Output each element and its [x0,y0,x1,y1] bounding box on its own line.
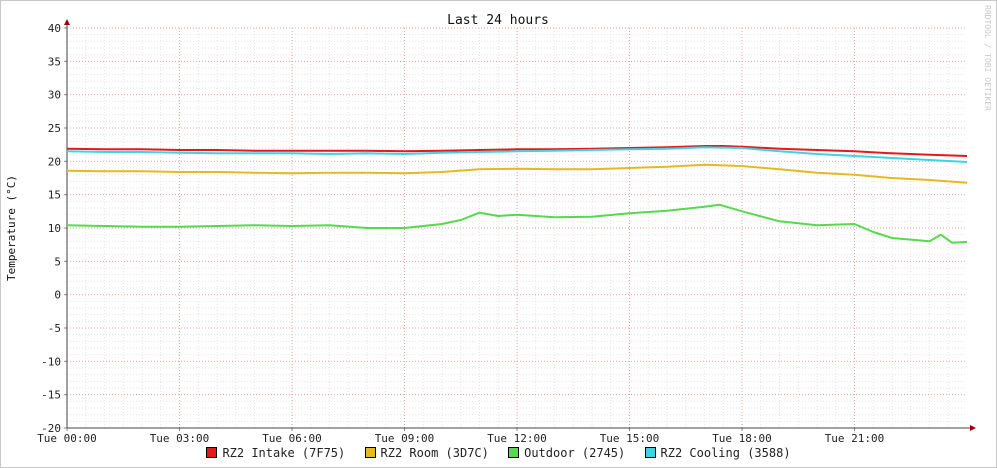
series-line-4 [66,146,968,163]
y-tick-label: 40 [48,22,61,35]
legend-item-cooling: RZ2 Cooling (3588) [644,446,791,460]
x-tick-label: Tue 09:00 [375,432,435,445]
series-line-1 [66,145,968,157]
y-tick-label: -10 [41,355,61,368]
x-tick-label: Tue 00:00 [37,432,97,445]
x-tick-label: Tue 18:00 [712,432,772,445]
y-axis-arrow-icon [64,19,70,25]
y-tick-label: 25 [48,122,61,135]
legend-item-room: RZ2 Room (3D7C) [364,446,489,460]
y-tick-label: 20 [48,155,61,168]
legend-swatch [364,447,376,458]
y-tick-label: 0 [54,289,61,302]
legend-swatch [508,447,520,458]
y-axis-label: Temperature (°C) [5,175,18,281]
y-tick-label: 35 [48,55,61,68]
x-axis-arrow-icon [970,425,976,431]
legend-label: Outdoor (2745) [524,446,626,460]
y-tick-label: -5 [48,322,61,335]
legend-swatch [644,447,656,458]
legend-label: RZ2 Cooling (3588) [660,446,791,460]
legend-swatch [206,447,218,458]
y-tick-label: 10 [48,222,61,235]
legend-item-outdoor: Outdoor (2745) [508,446,625,460]
y-tick-label: 15 [48,189,61,202]
y-tick-label: -15 [41,389,61,402]
x-tick-label: Tue 12:00 [487,432,547,445]
x-tick-label: Tue 06:00 [262,432,322,445]
legend-label: RZ2 Room (3D7C) [380,446,489,460]
x-tick-label: Tue 03:00 [150,432,210,445]
y-tick-label: -20 [41,422,61,435]
legend-label: RZ2 Intake (7F75) [222,446,346,460]
watermark: RRDTOOL / TOBI OETIKER [983,5,992,111]
chart-legend: RZ2 Intake (7F75) RZ2 Room (3D7C) Outdoo… [0,446,997,460]
series-line-2 [66,163,968,184]
y-tick-label: 5 [54,255,61,268]
chart-title: Last 24 hours [447,13,549,28]
x-tick-label: Tue 15:00 [600,432,660,445]
legend-item-intake: RZ2 Intake (7F75) [206,446,345,460]
x-tick-label: Tue 21:00 [825,432,885,445]
series-line-3 [66,203,968,244]
y-tick-label: 30 [48,89,61,102]
